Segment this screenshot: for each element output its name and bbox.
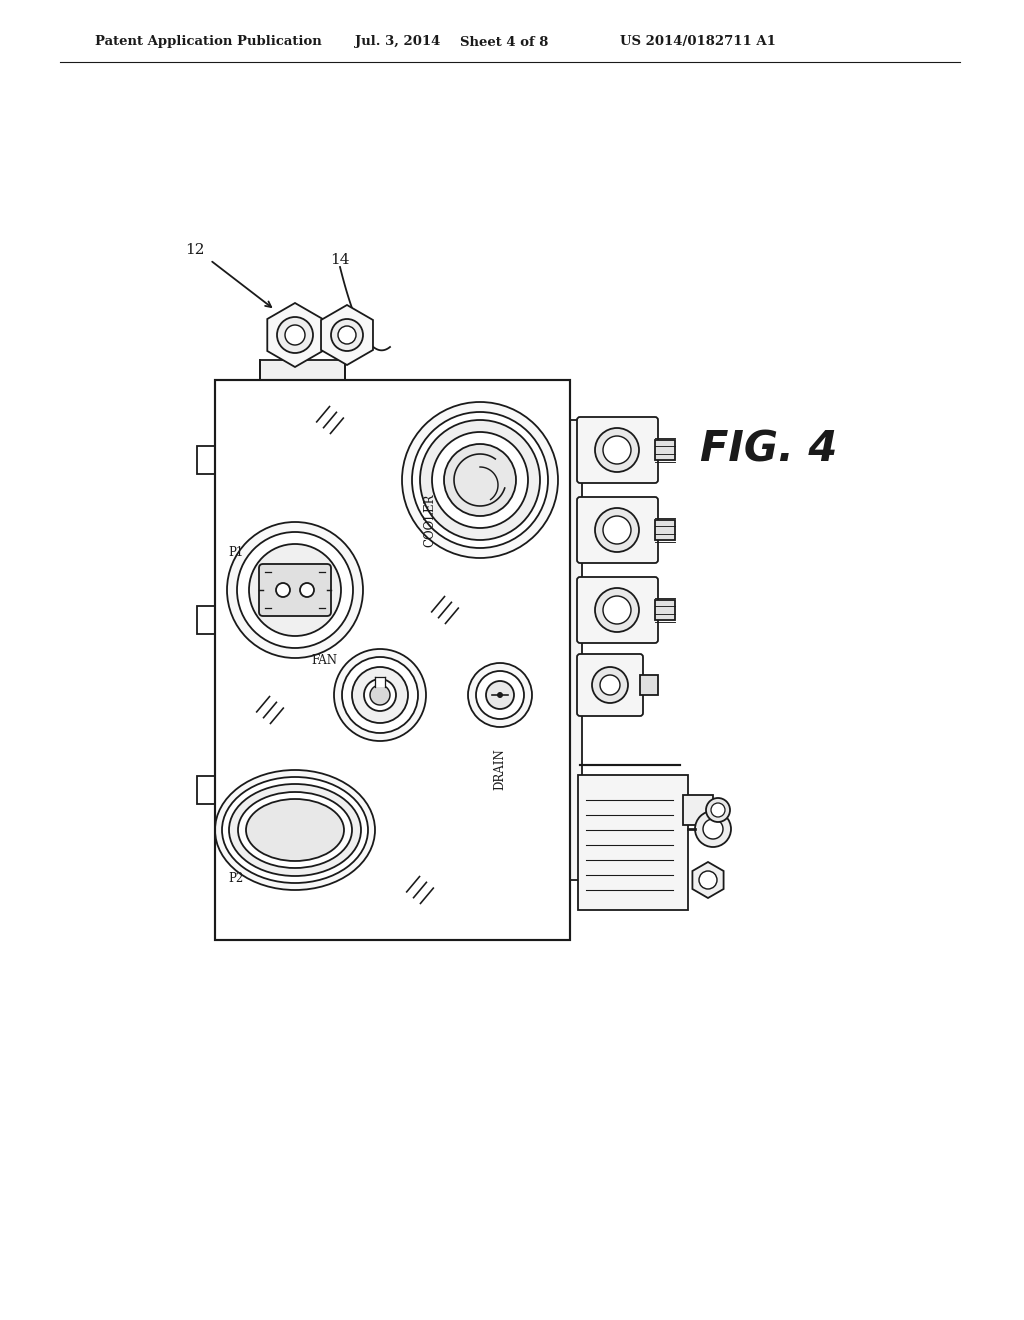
Text: Sheet 4 of 8: Sheet 4 of 8 <box>460 36 549 49</box>
Ellipse shape <box>238 792 352 869</box>
Circle shape <box>412 412 548 548</box>
Circle shape <box>603 516 631 544</box>
FancyBboxPatch shape <box>577 417 658 483</box>
Circle shape <box>227 521 362 657</box>
Bar <box>655 601 675 620</box>
Ellipse shape <box>215 770 375 890</box>
Circle shape <box>468 663 532 727</box>
Polygon shape <box>267 304 323 367</box>
Circle shape <box>595 428 639 473</box>
Circle shape <box>300 583 314 597</box>
Text: DRAIN: DRAIN <box>494 748 507 789</box>
Circle shape <box>237 532 353 648</box>
Circle shape <box>486 681 514 709</box>
Circle shape <box>600 675 620 696</box>
Circle shape <box>342 657 418 733</box>
Bar <box>570 420 582 880</box>
Circle shape <box>352 667 408 723</box>
Bar <box>197 606 215 634</box>
Circle shape <box>444 444 516 516</box>
Bar <box>197 776 215 804</box>
Text: P1: P1 <box>228 545 244 558</box>
Circle shape <box>285 325 305 345</box>
Text: P2: P2 <box>228 871 244 884</box>
FancyBboxPatch shape <box>577 577 658 643</box>
Circle shape <box>249 544 341 636</box>
Circle shape <box>334 649 426 741</box>
Circle shape <box>706 799 730 822</box>
Bar <box>215 380 570 940</box>
Text: Jul. 3, 2014: Jul. 3, 2014 <box>355 36 440 49</box>
Bar <box>215 380 570 940</box>
FancyBboxPatch shape <box>577 498 658 564</box>
Circle shape <box>497 692 503 698</box>
Circle shape <box>595 587 639 632</box>
Bar <box>375 677 385 686</box>
Bar <box>197 446 215 474</box>
Bar <box>683 795 713 825</box>
Circle shape <box>420 420 540 540</box>
Bar <box>640 675 658 696</box>
Text: FAN: FAN <box>311 653 337 667</box>
Bar <box>655 520 675 540</box>
Ellipse shape <box>229 784 361 876</box>
Circle shape <box>603 597 631 624</box>
Text: COOLER: COOLER <box>424 494 436 546</box>
Text: FIG. 4: FIG. 4 <box>700 429 838 471</box>
FancyBboxPatch shape <box>259 564 331 616</box>
Ellipse shape <box>246 799 344 861</box>
Text: 12: 12 <box>185 243 205 257</box>
Circle shape <box>338 326 356 345</box>
Ellipse shape <box>222 777 368 883</box>
Polygon shape <box>321 305 373 366</box>
Text: 14: 14 <box>330 253 349 267</box>
FancyBboxPatch shape <box>577 653 643 715</box>
Polygon shape <box>692 862 724 898</box>
Circle shape <box>699 871 717 888</box>
Bar <box>655 440 675 459</box>
Text: US 2014/0182711 A1: US 2014/0182711 A1 <box>620 36 776 49</box>
Circle shape <box>331 319 362 351</box>
Circle shape <box>370 685 390 705</box>
Circle shape <box>595 508 639 552</box>
Circle shape <box>592 667 628 704</box>
Circle shape <box>432 432 528 528</box>
Circle shape <box>402 403 558 558</box>
Circle shape <box>711 803 725 817</box>
Circle shape <box>695 810 731 847</box>
Circle shape <box>476 671 524 719</box>
Circle shape <box>364 678 396 711</box>
Text: Patent Application Publication: Patent Application Publication <box>95 36 322 49</box>
Bar <box>260 360 345 380</box>
Circle shape <box>276 583 290 597</box>
Circle shape <box>703 818 723 840</box>
Circle shape <box>278 317 313 352</box>
Circle shape <box>603 436 631 465</box>
Bar <box>578 775 688 909</box>
